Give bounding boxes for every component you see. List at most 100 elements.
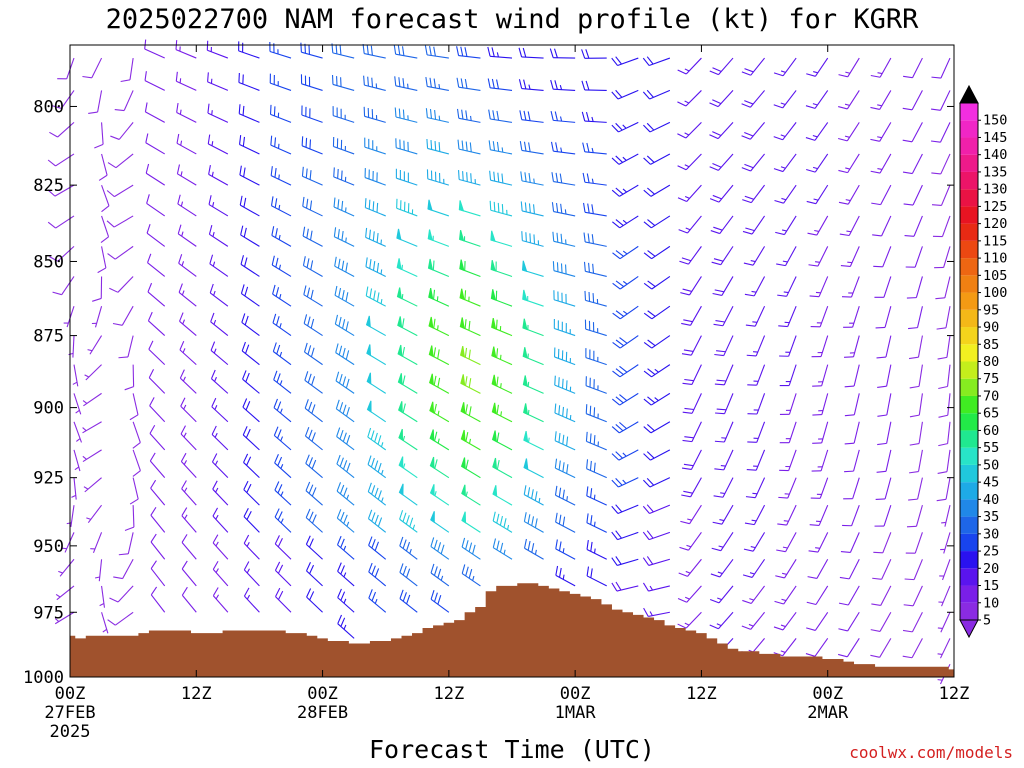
wind-barb <box>274 454 292 479</box>
wind-barb <box>394 107 418 123</box>
wind-barb <box>82 392 102 407</box>
wind-barb <box>110 122 134 140</box>
wind-barb <box>806 184 829 205</box>
wind-barb <box>367 455 387 479</box>
wind-barb <box>274 535 292 560</box>
colorbar-label: 70 <box>983 388 999 404</box>
colorbar-swatch <box>960 585 978 603</box>
wind-barb <box>456 77 481 91</box>
wind-barb <box>810 477 829 499</box>
wind-barb <box>429 456 450 479</box>
wind-barb <box>211 397 229 423</box>
wind-barb <box>611 421 639 434</box>
wind-barb <box>745 477 766 499</box>
wind-barb <box>584 319 607 337</box>
wind-barb <box>611 392 639 406</box>
wind-barb <box>300 74 323 91</box>
wind-barb <box>681 305 702 326</box>
colorbar-label: 65 <box>983 406 999 422</box>
wind-barb <box>144 71 165 91</box>
wind-barb <box>681 449 702 471</box>
wind-barb <box>146 194 166 217</box>
wind-barb <box>838 122 860 142</box>
wind-barb <box>84 364 102 381</box>
wind-barb <box>145 133 165 155</box>
wind-barb <box>212 480 229 506</box>
wind-barb <box>779 421 797 444</box>
wind-barb <box>243 507 260 533</box>
wind-barb <box>611 153 639 165</box>
wind-barb <box>806 585 829 606</box>
wind-barb <box>583 261 607 277</box>
wind-barb <box>270 135 292 155</box>
wind-barb <box>842 504 860 527</box>
colorbar-swatch <box>960 499 978 517</box>
wind-barb <box>583 232 607 247</box>
wind-barb <box>523 512 544 533</box>
wind-barb <box>550 79 576 91</box>
wind-barb <box>176 164 197 186</box>
wind-barb <box>240 284 260 307</box>
wind-barb <box>902 638 923 659</box>
wind-barb <box>332 136 355 155</box>
wind-barb <box>90 532 103 554</box>
wind-barb <box>207 72 229 91</box>
wind-barb <box>677 184 702 202</box>
wind-barb <box>492 485 513 506</box>
wind-barb <box>427 199 450 217</box>
wind-barb <box>49 121 75 138</box>
wind-barb <box>773 153 797 173</box>
wind-barb <box>399 589 418 613</box>
wind-barb <box>363 106 386 123</box>
wind-barb <box>150 560 166 587</box>
wind-barb <box>239 165 260 186</box>
wind-barb <box>585 404 607 423</box>
wind-barb <box>679 532 702 551</box>
wind-barb <box>301 166 323 186</box>
wind-barb <box>150 533 166 560</box>
colorbar-label: 85 <box>983 337 999 353</box>
wind-barb <box>937 638 951 659</box>
wind-barb <box>777 504 797 526</box>
wind-barb <box>335 371 355 394</box>
wind-barb <box>91 306 103 328</box>
wind-barb <box>741 122 765 140</box>
wind-barb <box>398 483 418 506</box>
wind-barb <box>395 138 418 155</box>
wind-barb <box>362 44 386 59</box>
wind-barb <box>612 335 639 349</box>
wind-barb <box>491 374 513 394</box>
colorbar-label: 80 <box>983 354 999 370</box>
wind-barb <box>487 78 513 91</box>
wind-barb <box>395 168 418 186</box>
wind-barb <box>424 45 449 59</box>
wind-barb <box>773 57 797 77</box>
wind-barb <box>209 254 229 277</box>
wind-barb <box>779 449 797 472</box>
wind-barb <box>208 225 229 247</box>
wind-barb <box>302 226 323 247</box>
wind-barb <box>366 372 387 394</box>
wind-barb <box>682 364 702 386</box>
colorbar-label: 150 <box>983 113 1007 129</box>
wind-barb <box>270 166 292 186</box>
wind-barb <box>811 335 829 358</box>
wind-barb <box>643 335 671 349</box>
colorbar-label: 110 <box>983 251 1007 267</box>
source-credit: coolwx.com/models <box>849 743 1013 762</box>
x-tick-label: 00Z <box>560 684 591 704</box>
colorbar-swatch <box>960 154 978 172</box>
wind-barb <box>243 561 260 587</box>
wind-barb <box>550 111 576 123</box>
wind-barb <box>522 318 544 337</box>
wind-barb <box>554 375 576 394</box>
wind-barb <box>840 246 860 268</box>
wind-barb <box>586 459 607 479</box>
wind-barb <box>934 246 951 269</box>
colorbar-swatch <box>960 327 978 345</box>
y-tick-label: 925 <box>33 469 64 489</box>
wind-barb <box>806 153 829 173</box>
wind-barb <box>209 283 229 307</box>
wind-barb <box>146 224 166 247</box>
wind-barb <box>586 566 607 587</box>
